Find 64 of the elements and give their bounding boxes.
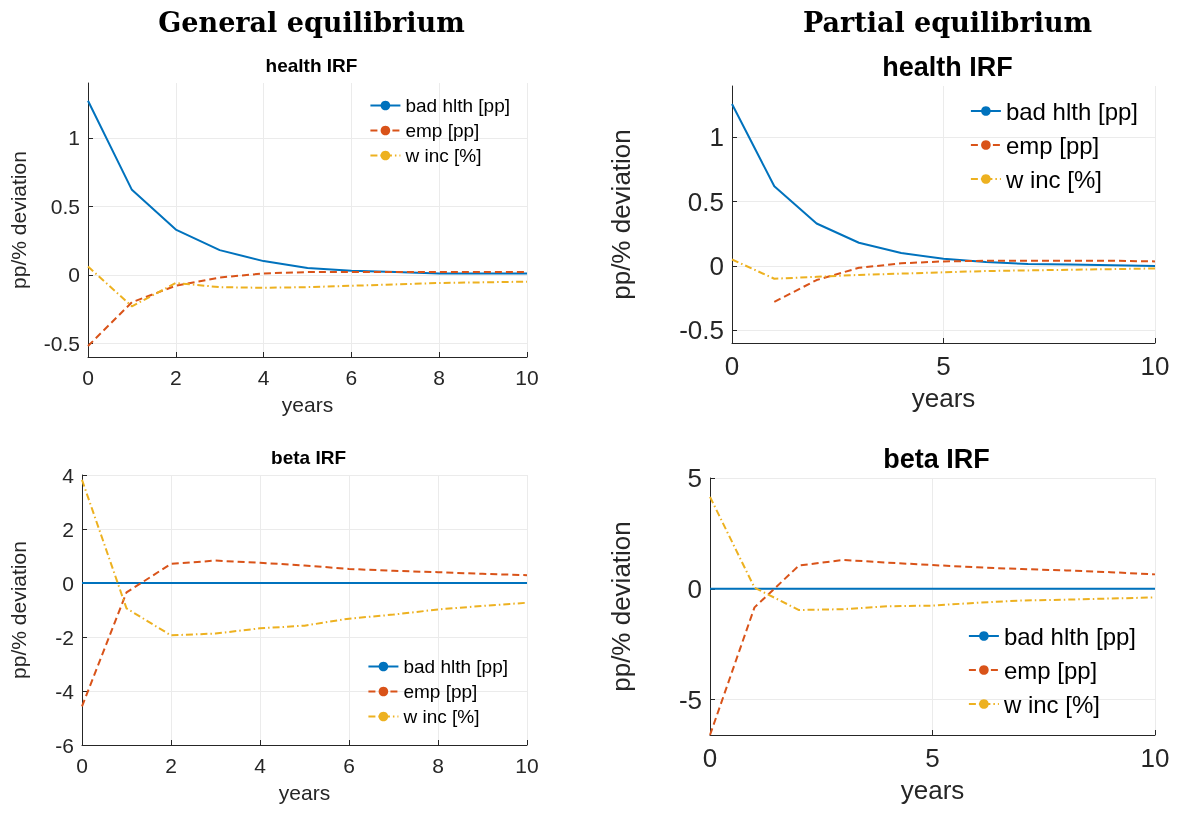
y-tick-label: 2 (62, 517, 74, 541)
y-axis-title: pp/% deviation (606, 129, 636, 300)
legend-label: emp [pp] (1005, 131, 1100, 159)
y-tick-label: -0.5 (679, 315, 724, 346)
x-tick-label: 10 (1140, 351, 1170, 381)
chart-title: General equilibrium (158, 7, 465, 38)
x-tick-label: 2 (165, 754, 177, 777)
legend-label: w inc [%] (402, 706, 480, 727)
legend-label: bad hlth [pp] (1005, 97, 1138, 125)
legend-label: w inc [%] (1002, 690, 1100, 718)
line-series (773, 259, 1156, 303)
legend-label: emp [pp] (1003, 656, 1098, 684)
x-tick-label: 8 (433, 366, 446, 389)
chart-title: beta IRF (271, 447, 346, 468)
chart-title: beta IRF (883, 443, 990, 474)
legend-label: emp [pp] (403, 681, 478, 702)
x-tick-label: 10 (515, 754, 539, 777)
x-tick-label: 4 (254, 754, 267, 777)
y-tick-label: -0.5 (43, 331, 80, 355)
x-tick-label: 6 (343, 754, 355, 777)
chart-title: Partial equilibrium (802, 7, 1093, 38)
legend-label: w inc [%] (404, 145, 482, 166)
y-axis-title: pp/% deviation (7, 151, 30, 289)
x-axis-title: years (278, 781, 331, 804)
line-series (87, 265, 528, 308)
y-tick-label: -6 (55, 733, 74, 757)
x-tick-label: 4 (257, 366, 270, 389)
y-tick-label: 0 (687, 573, 702, 604)
y-axis-title: pp/% deviation (606, 521, 636, 692)
x-tick-label: 6 (345, 366, 358, 389)
y-tick-label: 0.5 (687, 186, 724, 217)
chart-subtitle: health IRF (882, 51, 1013, 82)
x-tick-label: 8 (432, 754, 444, 777)
x-tick-label: 2 (169, 366, 182, 389)
chart-subtitle: health IRF (265, 55, 358, 76)
x-tick-label: 10 (1140, 743, 1170, 773)
legend-label: bad hlth [pp] (403, 656, 509, 677)
x-tick-label: 10 (515, 366, 539, 389)
x-tick-label: 5 (936, 351, 951, 381)
legend-label: emp [pp] (405, 120, 480, 141)
line-series (87, 99, 528, 275)
y-tick-label: 1 (68, 126, 80, 150)
y-tick-label: 1 (709, 122, 724, 153)
y-tick-label: 0.5 (50, 194, 80, 218)
y-tick-label: 0 (709, 250, 724, 281)
legend-label: bad hlth [pp] (405, 95, 511, 116)
y-tick-label: -5 (678, 684, 702, 715)
y-axis-title: pp/% deviation (7, 541, 30, 679)
legend-label: bad hlth [pp] (1003, 622, 1136, 650)
x-tick-label: 5 (925, 743, 940, 773)
x-axis-title: years (900, 775, 965, 805)
y-tick-label: 5 (687, 463, 702, 493)
x-axis-title: years (281, 393, 334, 416)
y-tick-label: 4 (62, 463, 75, 487)
legend-label: w inc [%] (1004, 165, 1102, 193)
y-tick-label: 0 (68, 263, 80, 287)
y-tick-label: 0 (62, 571, 74, 595)
line-series (731, 258, 1156, 280)
x-tick-label: 0 (82, 366, 94, 389)
y-tick-label: -4 (55, 679, 75, 703)
x-axis-title: years (911, 383, 976, 413)
y-tick-label: -2 (55, 625, 74, 649)
line-series (81, 559, 528, 708)
line-series (731, 102, 1156, 267)
